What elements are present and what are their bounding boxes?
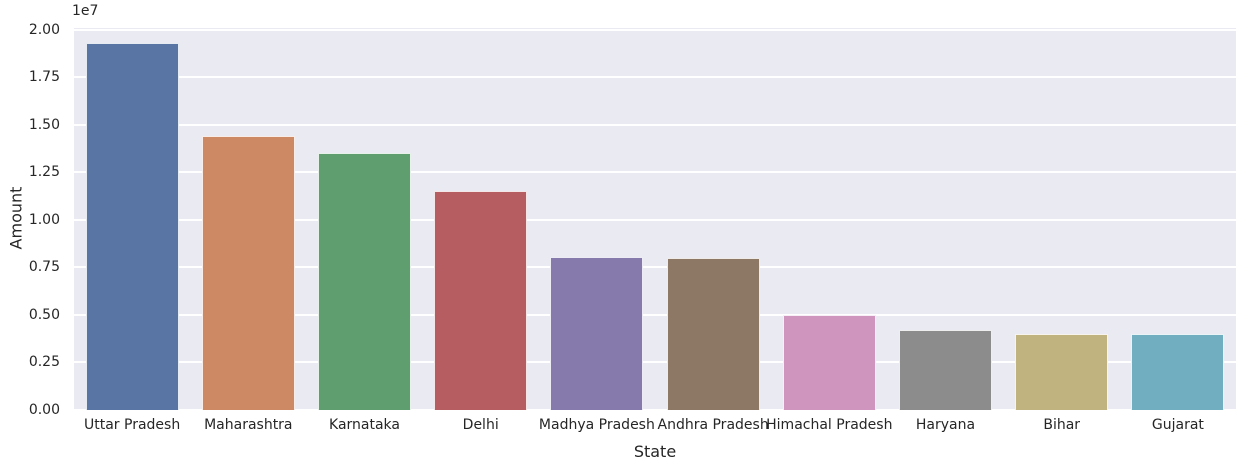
gridline [74,218,1236,221]
bar-haryana [899,329,992,410]
x-tick-label: Haryana [915,417,976,433]
gridline [74,123,1236,126]
y-tick-label: 0.75 [28,259,60,275]
x-axis-label: State [633,442,677,461]
x-tick-label: Himachal Pradesh [766,417,893,433]
bar-bihar [1015,333,1109,410]
bar-karnataka [318,153,411,410]
y-tick-label: 1.00 [28,211,60,228]
gridline [74,28,1236,31]
x-tick-label: Karnataka [329,417,400,433]
gridline [74,313,1236,316]
plot-area [74,28,1236,411]
x-tick-label: Madhya Pradesh [538,417,655,433]
y-axis-offset-text: 1e7 [72,3,99,19]
y-tick-label: 0.50 [28,306,60,323]
y-tick-label: 0.25 [28,354,60,370]
bar-gujarat [1131,334,1225,410]
bar-delhi [434,191,528,410]
y-tick-label: 2.00 [28,21,60,38]
x-tick-label: Bihar [1043,417,1081,433]
bar-himachal-pradesh [782,314,876,410]
x-tick-label: Andhra Pradesh [657,417,769,433]
gridline [74,361,1236,363]
y-tick-label: 0.00 [28,401,60,418]
bar-andhra-pradesh [666,257,760,410]
x-tick-label: Maharashtra [204,417,293,433]
gridline [74,76,1236,79]
gridline [74,408,1236,411]
gridline [74,266,1236,268]
gridline [74,171,1236,173]
bar-uttar-pradesh [85,42,179,410]
x-tick-label: Delhi [462,417,499,433]
y-tick-label: 1.50 [28,116,60,133]
bar-madhya-pradesh [550,256,644,410]
x-tick-label: Gujarat [1151,417,1204,433]
y-tick-label: 1.75 [28,69,60,86]
y-tick-label: 1.25 [28,164,60,180]
x-tick-label: Uttar Pradesh [83,417,181,433]
bar-maharashtra [201,135,295,410]
